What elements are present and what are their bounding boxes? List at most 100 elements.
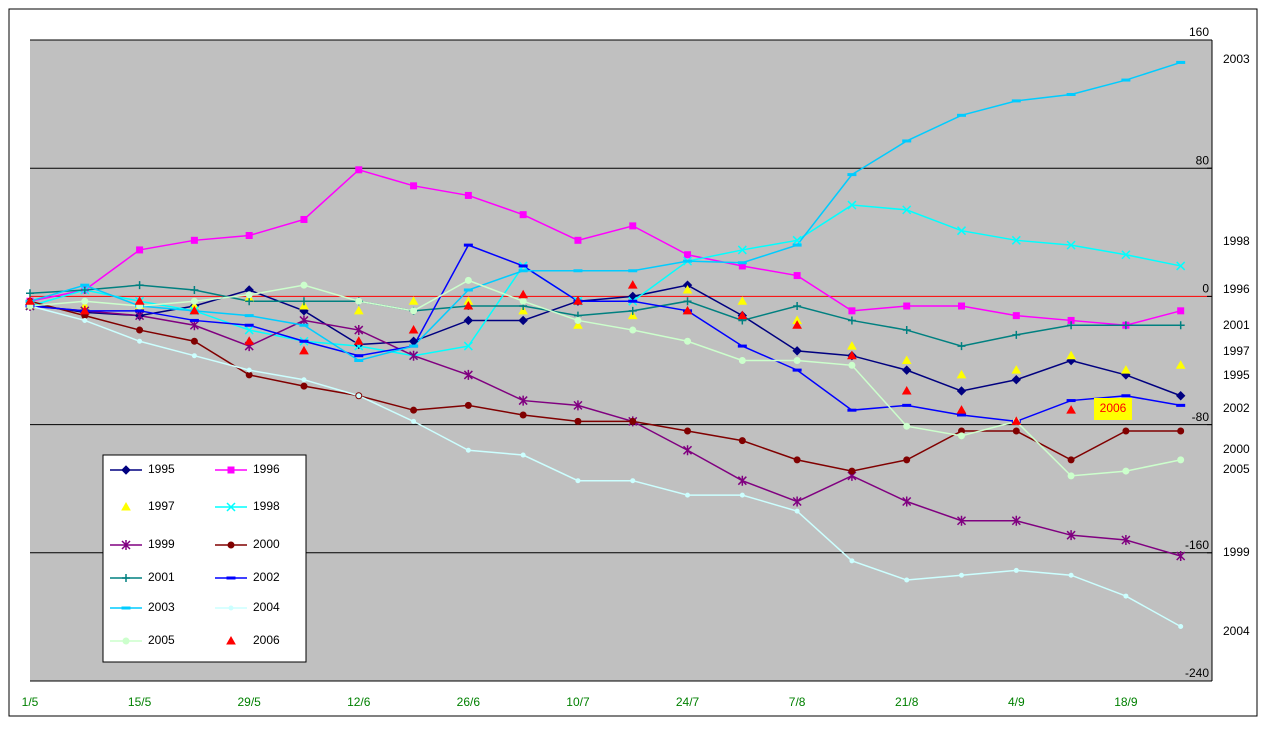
legend-label: 2004 [253,600,280,614]
data-marker [793,272,801,280]
data-marker [627,280,638,289]
data-marker [463,288,473,292]
data-marker [847,200,857,210]
data-marker [685,492,691,498]
data-marker [792,320,802,329]
data-marker [628,306,637,315]
data-marker [1176,321,1185,330]
series-line [29,61,1181,362]
data-marker [299,323,309,327]
data-marker [957,413,967,417]
data-marker [957,342,966,351]
data-marker [246,367,252,373]
series-end-label: 2000 [1223,442,1250,456]
data-marker [1067,456,1075,464]
data-marker [80,283,90,287]
data-marker [299,339,309,343]
data-marker [355,166,363,174]
data-marker [1122,467,1130,475]
annotation-box [1094,398,1132,420]
data-marker [903,302,911,310]
series-end-label: 2002 [1223,401,1250,415]
data-marker [793,302,802,311]
x-tick-label: 1/5 [22,695,39,709]
data-marker [463,315,474,326]
data-marker [191,353,197,359]
data-marker [574,316,582,324]
y-tick-label: 80 [1196,153,1210,167]
x-tick-label: 15/5 [128,695,152,709]
data-marker [245,291,253,299]
data-marker [464,276,472,284]
data-marker [1066,240,1076,250]
data-marker [683,297,692,306]
data-marker [847,408,857,412]
data-marker [574,417,582,425]
data-marker [792,243,802,247]
series-line [29,300,1181,472]
data-marker [1176,60,1186,64]
data-marker [121,540,131,550]
series-end-label: 1996 [1223,282,1250,296]
data-marker [903,422,911,430]
data-marker [26,289,34,298]
data-marker [847,316,856,325]
data-marker [226,576,236,580]
data-marker [226,502,236,512]
series-line [29,284,1181,347]
x-tick-label: 12/6 [347,695,371,709]
data-marker [463,301,474,310]
data-marker [793,456,801,464]
data-marker [121,465,131,475]
series-line [29,279,1181,477]
data-marker [81,297,89,305]
data-marker [1121,78,1131,82]
data-marker [122,637,130,645]
data-marker [848,467,856,475]
data-marker [902,326,911,335]
data-marker [1176,403,1186,407]
data-marker [1067,321,1076,330]
series-end-label: 1998 [1223,234,1250,248]
data-marker [1066,405,1076,414]
data-marker [574,236,582,244]
data-marker [463,243,473,247]
data-marker [518,395,528,406]
data-marker [903,456,911,464]
data-marker [245,297,254,306]
series-line [29,168,1181,327]
x-tick-label: 18/9 [1114,695,1138,709]
data-marker [956,515,967,526]
data-marker [80,285,89,294]
data-marker [245,232,253,240]
series-end-label: 2003 [1223,52,1250,66]
legend-label: 2002 [253,570,280,584]
data-marker [682,284,693,294]
data-marker [299,297,308,306]
data-marker [410,406,418,414]
data-marker [1012,330,1021,339]
data-marker [518,269,528,273]
data-marker [135,281,144,290]
x-tick-label: 21/8 [895,695,919,709]
data-marker [82,317,88,323]
data-marker [227,541,235,549]
data-marker [408,325,419,334]
data-marker [956,226,967,236]
data-marker [1121,250,1131,260]
data-marker [301,377,307,383]
data-marker [1066,92,1076,96]
data-marker [902,496,912,507]
series-end-label: 1995 [1223,368,1250,382]
legend-label: 2003 [148,600,175,614]
data-marker [1011,416,1022,425]
data-marker [411,418,417,424]
data-marker [737,296,748,305]
data-marker [1177,307,1185,315]
data-marker [409,350,419,361]
series-line [29,305,1182,628]
data-marker [228,605,234,611]
annotation: 2006 [1100,401,1127,415]
series-end-label: 2005 [1223,462,1250,476]
data-marker [901,355,912,364]
